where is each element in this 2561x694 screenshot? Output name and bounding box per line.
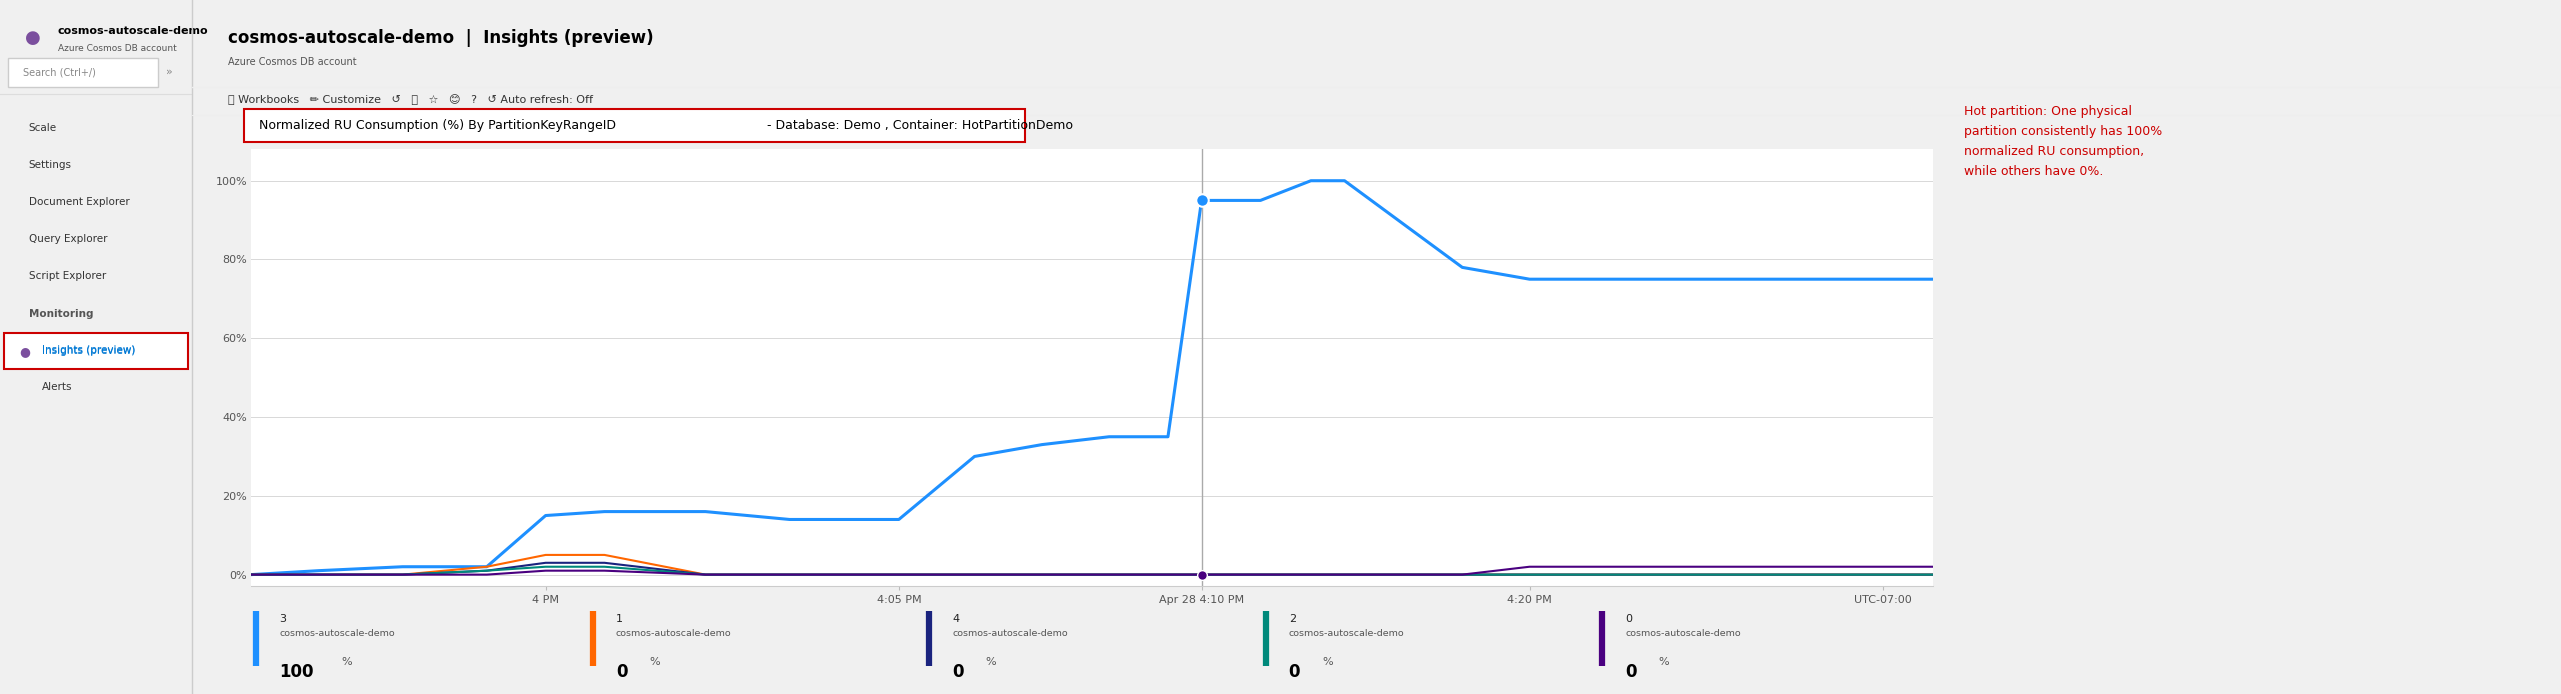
Text: %: % bbox=[1660, 657, 1670, 667]
Text: 0: 0 bbox=[1626, 614, 1631, 624]
Text: 0: 0 bbox=[953, 663, 963, 681]
Text: Query Explorer: Query Explorer bbox=[28, 234, 108, 244]
Text: %: % bbox=[341, 657, 351, 667]
Text: ●: ● bbox=[20, 345, 31, 357]
Text: %: % bbox=[1321, 657, 1332, 667]
Text: Insights (preview): Insights (preview) bbox=[41, 346, 136, 355]
Text: 0: 0 bbox=[615, 663, 627, 681]
Text: Azure Cosmos DB account: Azure Cosmos DB account bbox=[56, 44, 177, 53]
Text: Azure Cosmos DB account: Azure Cosmos DB account bbox=[228, 58, 356, 67]
Text: %: % bbox=[648, 657, 661, 667]
Text: Document Explorer: Document Explorer bbox=[28, 197, 131, 207]
Text: 📊 Workbooks   ✏ Customize   ↺   🔔   ☆   😊   ?   ↺ Auto refresh: Off: 📊 Workbooks ✏ Customize ↺ 🔔 ☆ 😊 ? ↺ Auto… bbox=[228, 94, 592, 105]
Text: Insights (preview): Insights (preview) bbox=[41, 346, 136, 356]
Text: 0: 0 bbox=[1626, 663, 1636, 681]
Text: Monitoring: Monitoring bbox=[28, 309, 92, 319]
Text: cosmos-autoscale-demo: cosmos-autoscale-demo bbox=[953, 629, 1068, 638]
Text: 2: 2 bbox=[1288, 614, 1296, 624]
Text: cosmos-autoscale-demo: cosmos-autoscale-demo bbox=[279, 629, 394, 638]
Text: Search (Ctrl+/): Search (Ctrl+/) bbox=[23, 67, 95, 77]
Text: cosmos-autoscale-demo: cosmos-autoscale-demo bbox=[56, 26, 207, 36]
Text: %: % bbox=[986, 657, 996, 667]
Text: 0: 0 bbox=[1288, 663, 1301, 681]
Text: cosmos-autoscale-demo: cosmos-autoscale-demo bbox=[1288, 629, 1403, 638]
Text: Normalized RU Consumption (%) By PartitionKeyRangeID: Normalized RU Consumption (%) By Partiti… bbox=[259, 119, 617, 132]
Text: 1: 1 bbox=[615, 614, 622, 624]
Text: »: » bbox=[166, 67, 172, 77]
Text: Alerts: Alerts bbox=[41, 382, 72, 392]
Text: 3: 3 bbox=[279, 614, 287, 624]
Text: Script Explorer: Script Explorer bbox=[28, 271, 105, 280]
Text: Settings: Settings bbox=[28, 160, 72, 170]
Text: Scale: Scale bbox=[28, 124, 56, 133]
Text: cosmos-autoscale-demo: cosmos-autoscale-demo bbox=[615, 629, 732, 638]
Text: 4: 4 bbox=[953, 614, 960, 624]
Bar bbox=[8, 58, 159, 87]
Text: ●: ● bbox=[26, 29, 41, 47]
Text: Hot partition: One physical
partition consistently has 100%
normalized RU consum: Hot partition: One physical partition co… bbox=[1964, 105, 2161, 178]
Bar bbox=[5, 333, 190, 369]
Text: cosmos-autoscale-demo: cosmos-autoscale-demo bbox=[1626, 629, 1741, 638]
Text: cosmos-autoscale-demo  |  Insights (preview): cosmos-autoscale-demo | Insights (previe… bbox=[228, 29, 653, 47]
Text: - Database: Demo , Container: HotPartitionDemo: - Database: Demo , Container: HotPartiti… bbox=[763, 119, 1073, 132]
Bar bbox=[243, 109, 1024, 142]
Text: 100: 100 bbox=[279, 663, 315, 681]
